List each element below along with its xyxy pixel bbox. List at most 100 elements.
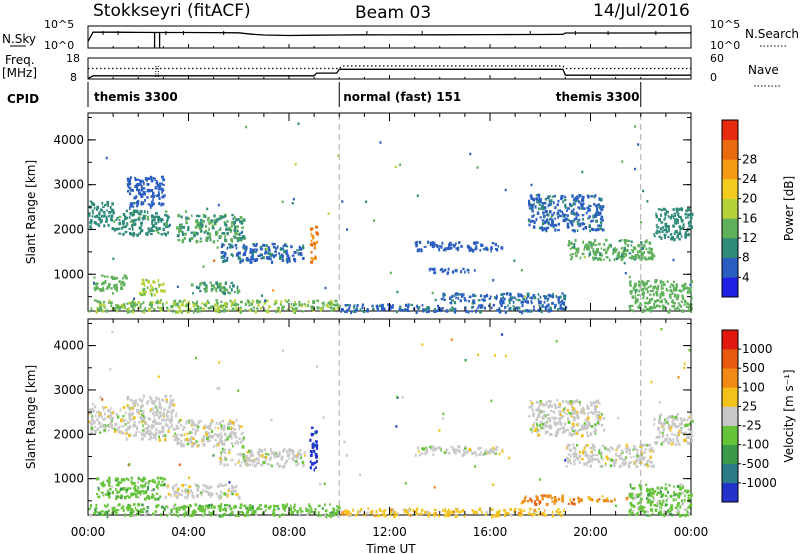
radar-echo	[649, 307, 651, 310]
radar-echo	[648, 514, 651, 517]
radar-echo	[150, 407, 152, 411]
radar-echo	[673, 218, 677, 222]
radar-echo	[239, 300, 242, 304]
radar-echo	[582, 240, 585, 244]
radar-echo	[664, 216, 666, 219]
radar-echo	[156, 476, 160, 480]
radar-echo	[541, 204, 544, 209]
radar-echo	[138, 232, 141, 235]
radar-echo	[117, 481, 120, 485]
radar-echo	[494, 448, 498, 451]
radar-echo	[162, 289, 166, 293]
radar-echo	[173, 513, 176, 516]
radar-echo	[442, 417, 445, 420]
radar-echo	[597, 257, 599, 261]
radar-echo	[160, 477, 164, 480]
radar-echo	[148, 481, 150, 485]
radar-echo	[394, 513, 398, 517]
radar-echo	[237, 239, 239, 243]
radar-echo	[162, 178, 166, 182]
radar-echo	[232, 217, 235, 221]
radar-echo	[132, 424, 135, 427]
radar-echo	[562, 218, 566, 223]
radar-echo	[165, 400, 169, 404]
radar-echo	[194, 442, 196, 446]
radar-echo	[93, 281, 95, 285]
radar-echo	[478, 507, 482, 511]
radar-echo	[334, 303, 338, 307]
radar-echo	[131, 188, 134, 192]
radar-echo	[230, 244, 233, 247]
radar-echo	[537, 207, 540, 211]
radar-echo	[151, 225, 155, 228]
radar-echo	[90, 219, 93, 223]
radar-echo	[597, 203, 601, 206]
radar-echo	[557, 512, 560, 516]
radar-echo	[124, 423, 127, 426]
radar-echo	[612, 250, 615, 254]
radar-echo	[564, 203, 566, 207]
radar-echo	[640, 455, 643, 458]
radar-echo	[308, 503, 310, 507]
radar-echo	[252, 306, 255, 309]
radar-echo	[291, 512, 294, 515]
radar-echo	[178, 228, 181, 232]
radar-echo	[128, 416, 130, 420]
radar-echo	[270, 418, 273, 422]
radar-echo	[242, 218, 246, 222]
radar-echo	[169, 402, 172, 406]
radar-echo	[116, 490, 119, 494]
radar-echo	[118, 215, 122, 218]
radar-echo	[254, 464, 257, 468]
radar-echo	[290, 302, 293, 306]
radar-echo	[636, 512, 639, 516]
radar-echo	[121, 478, 124, 482]
radar-echo	[615, 504, 617, 508]
radar-echo	[689, 283, 692, 287]
radar-echo	[549, 210, 552, 214]
radar-echo	[230, 442, 233, 445]
radar-echo	[137, 217, 140, 221]
radar-echo	[554, 423, 557, 427]
radar-echo	[680, 300, 684, 303]
radar-echo	[143, 513, 147, 517]
radar-echo	[572, 498, 576, 501]
radar-echo	[185, 303, 189, 307]
radar-echo	[134, 506, 137, 510]
radar-echo	[218, 309, 222, 313]
radar-echo	[407, 306, 409, 310]
radar-echo	[336, 509, 339, 513]
radar-echo	[636, 454, 639, 458]
freq-tick-bottom: 8	[70, 71, 77, 84]
radar-echo	[528, 223, 531, 227]
radar-echo	[255, 258, 258, 262]
radar-echo	[149, 430, 152, 433]
radar-echo	[655, 214, 658, 219]
radar-echo	[674, 229, 678, 233]
radar-echo	[122, 281, 126, 286]
radar-echo	[104, 406, 108, 409]
radar-echo	[492, 483, 495, 487]
radar-echo	[564, 459, 567, 462]
radar-echo	[220, 251, 223, 255]
radar-echo	[155, 212, 158, 215]
radar-echo	[460, 270, 463, 274]
radar-echo	[123, 274, 127, 278]
radar-echo	[310, 257, 314, 260]
radar-echo	[549, 405, 552, 408]
radar-echo	[596, 208, 599, 213]
radar-echo	[353, 304, 356, 307]
radar-echo	[92, 211, 94, 215]
nsky-line	[87, 31, 692, 42]
radar-echo	[181, 303, 184, 307]
radar-echo	[551, 416, 554, 419]
radar-echo	[519, 294, 523, 297]
radar-echo	[212, 444, 215, 448]
radar-echo	[181, 232, 185, 237]
radar-echo	[152, 420, 155, 424]
radar-echo	[681, 491, 685, 495]
radar-echo	[686, 489, 689, 493]
radar-echo	[183, 426, 186, 429]
radar-echo	[136, 201, 140, 204]
radar-echo	[497, 512, 501, 515]
